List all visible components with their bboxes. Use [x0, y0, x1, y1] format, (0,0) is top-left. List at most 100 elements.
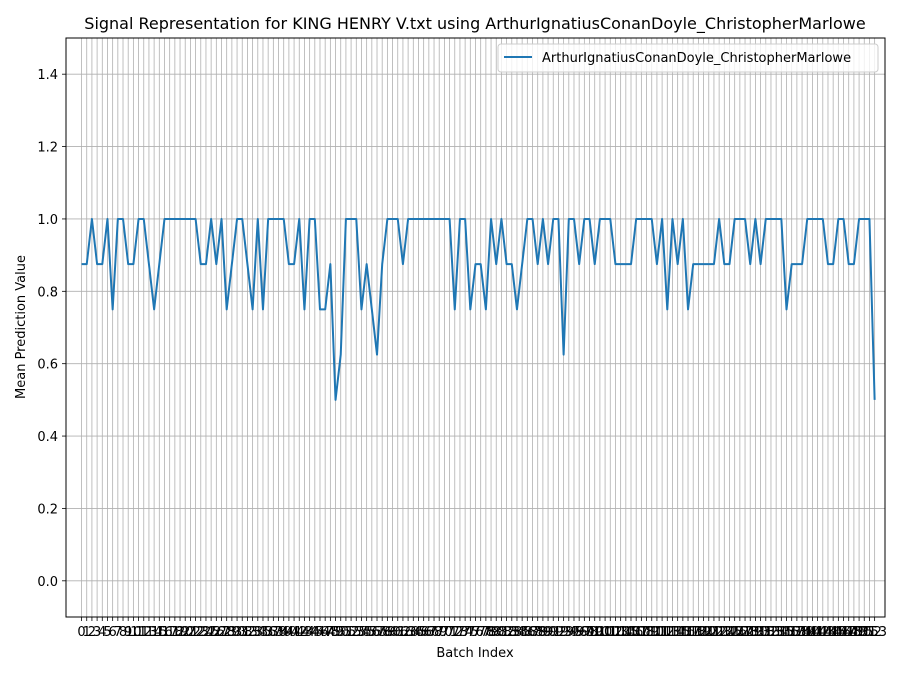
- y-grid-lines: [66, 73, 885, 582]
- x-tick-label: 59: [379, 625, 396, 640]
- x-tick-label: 65: [410, 625, 427, 640]
- x-tick-label: 142: [805, 625, 830, 640]
- x-tick-label: 119: [686, 625, 711, 640]
- x-tick-label: 120: [691, 625, 716, 640]
- y-tick-label: 1.4: [37, 68, 58, 83]
- x-tick-label: 100: [587, 625, 612, 640]
- x-tick-label: 111: [645, 625, 670, 640]
- x-tick-label: 94: [561, 625, 578, 640]
- x-tick-label: 90: [540, 625, 557, 640]
- x-tick-label: 144: [816, 625, 841, 640]
- x-tick-label: 26: [208, 625, 225, 640]
- x-tick-label: 104: [608, 625, 633, 640]
- x-tick-label: 77: [472, 625, 489, 640]
- x-tick-label: 112: [650, 625, 675, 640]
- x-tick-label: 44: [301, 625, 318, 640]
- x-tick-label: 53: [348, 625, 365, 640]
- x-tick-label: 114: [660, 625, 685, 640]
- chart-title: Signal Representation for KING HENRY V.t…: [84, 14, 865, 34]
- x-tick-label: 52: [343, 625, 360, 640]
- x-tick-label: 32: [239, 625, 256, 640]
- x-tick-label: 102: [598, 625, 623, 640]
- x-tick-label: 14: [146, 625, 163, 640]
- x-tick-label: 121: [696, 625, 721, 640]
- x-tick-label: 98: [581, 625, 598, 640]
- x-tick-label: 82: [498, 625, 515, 640]
- x-tick-label: 76: [467, 625, 484, 640]
- x-tick-label: 31: [234, 625, 251, 640]
- x-tick-label: 152: [857, 625, 882, 640]
- x-tick-label: 91: [545, 625, 562, 640]
- x-tick-label: 84: [509, 625, 526, 640]
- x-tick-label: 145: [821, 625, 846, 640]
- x-tick-label: 20: [177, 625, 194, 640]
- x-tick-label: 13: [141, 625, 158, 640]
- x-tick-label: 147: [831, 625, 856, 640]
- x-tick-label: 68: [426, 625, 443, 640]
- x-axis-ticks: 0123456789101112131415161718192021222324…: [77, 617, 887, 640]
- x-tick-label: 19: [172, 625, 189, 640]
- y-tick-label: 0.6: [37, 358, 58, 373]
- x-tick-label: 17: [161, 625, 178, 640]
- x-tick-label: 133: [759, 625, 784, 640]
- x-tick-label: 4: [98, 625, 106, 640]
- x-tick-label: 48: [322, 625, 339, 640]
- y-axis-ticks: 0.0 0.2 0.4 0.6 0.8 1.0 1.2 1.4: [37, 68, 66, 590]
- x-tick-label: 85: [514, 625, 531, 640]
- x-tick-label: 101: [593, 625, 618, 640]
- x-tick-label: 11: [130, 625, 147, 640]
- series-line: [81, 217, 876, 401]
- x-tick-label: 45: [307, 625, 324, 640]
- x-tick-label: 107: [624, 625, 649, 640]
- x-tick-label: 110: [639, 625, 664, 640]
- x-tick-label: 92: [550, 625, 567, 640]
- series-layer: [81, 217, 876, 401]
- x-tick-label: 42: [291, 625, 308, 640]
- x-tick-label: 149: [841, 625, 866, 640]
- y-tick-label: 1.2: [37, 141, 58, 156]
- x-tick-label: 60: [384, 625, 401, 640]
- x-tick-label: 38: [270, 625, 287, 640]
- x-tick-label: 71: [441, 625, 458, 640]
- x-tick-label: 83: [504, 625, 521, 640]
- x-tick-label: 103: [603, 625, 628, 640]
- x-tick-label: 117: [676, 625, 701, 640]
- x-axis-label: Batch Index: [436, 646, 514, 661]
- x-tick-label: 74: [457, 625, 474, 640]
- x-tick-label: 56: [364, 625, 381, 640]
- x-tick-label: 23: [192, 625, 209, 640]
- x-tick-label: 67: [421, 625, 438, 640]
- x-tick-label: 89: [535, 625, 552, 640]
- x-tick-label: 109: [634, 625, 659, 640]
- x-grid-lines: [81, 38, 876, 617]
- x-tick-label: 148: [836, 625, 861, 640]
- x-tick-label: 96: [571, 625, 588, 640]
- x-tick-label: 135: [769, 625, 794, 640]
- x-tick-label: 18: [167, 625, 184, 640]
- x-tick-label: 54: [353, 625, 370, 640]
- x-tick-label: 106: [619, 625, 644, 640]
- x-tick-label: 37: [265, 625, 282, 640]
- x-tick-label: 39: [275, 625, 292, 640]
- x-tick-label: 3: [93, 625, 101, 640]
- x-tick-label: 113: [655, 625, 680, 640]
- x-tick-label: 129: [738, 625, 763, 640]
- x-tick-label: 115: [665, 625, 690, 640]
- x-tick-label: 125: [717, 625, 742, 640]
- y-tick-label: 0.2: [37, 502, 58, 517]
- x-tick-label: 116: [670, 625, 695, 640]
- x-tick-label: 99: [586, 625, 603, 640]
- x-tick-label: 12: [135, 625, 152, 640]
- x-tick-label: 80: [488, 625, 505, 640]
- x-tick-label: 93: [555, 625, 572, 640]
- x-tick-label: 10: [125, 625, 142, 640]
- y-tick-label: 0.4: [37, 430, 58, 445]
- x-tick-label: 51: [338, 625, 355, 640]
- x-tick-label: 40: [281, 625, 298, 640]
- x-tick-label: 63: [400, 625, 417, 640]
- x-tick-label: 88: [529, 625, 546, 640]
- x-tick-label: 87: [524, 625, 541, 640]
- x-tick-label: 134: [764, 625, 789, 640]
- x-tick-label: 29: [224, 625, 241, 640]
